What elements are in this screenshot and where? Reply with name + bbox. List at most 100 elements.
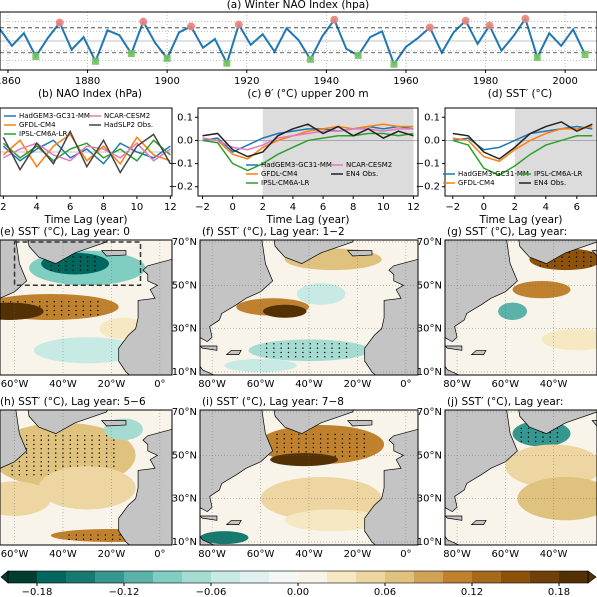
stipple xyxy=(79,265,82,267)
stipple xyxy=(11,469,13,472)
series-line xyxy=(452,125,593,163)
stipple xyxy=(324,356,326,358)
anomaly-field xyxy=(284,509,382,532)
stipple xyxy=(76,435,79,437)
high-marker xyxy=(139,17,148,26)
stipple xyxy=(341,446,344,449)
x-tick-label: 60°W xyxy=(247,549,275,560)
stipple xyxy=(319,433,322,436)
stipple xyxy=(319,442,322,444)
stipple xyxy=(341,451,344,453)
stipple xyxy=(294,347,297,349)
anomaly-field xyxy=(541,328,597,351)
stipple xyxy=(25,443,28,446)
stipple xyxy=(265,347,268,349)
colorbar-bin xyxy=(269,571,299,583)
stipple xyxy=(40,443,42,446)
y-tick-label: −0.2 xyxy=(416,182,440,193)
stipple xyxy=(62,435,64,437)
stipple xyxy=(40,456,42,459)
x-tick-label: 20°W xyxy=(98,379,126,390)
stipple xyxy=(556,436,559,438)
colorbar-bin xyxy=(95,571,125,583)
series-line xyxy=(202,123,414,160)
anomaly-field xyxy=(262,304,307,318)
stipple xyxy=(25,456,28,459)
axes-frame xyxy=(0,239,173,376)
stipple xyxy=(33,439,35,441)
stipple xyxy=(89,305,92,307)
stipple xyxy=(84,456,86,459)
stipple xyxy=(535,436,537,438)
stipple xyxy=(280,347,282,349)
stipple xyxy=(273,347,275,349)
x-tick-label: 12 xyxy=(164,202,177,213)
y-tick-label: −0.1 xyxy=(416,159,440,170)
stipple xyxy=(33,448,35,450)
stipple xyxy=(561,260,563,263)
panel-title: (b) NAO Index (hPa) xyxy=(38,88,142,100)
colorbar-extend xyxy=(0,570,9,584)
stipple xyxy=(331,343,333,345)
stipple xyxy=(84,452,86,454)
stipple xyxy=(84,461,86,463)
stipple xyxy=(327,438,329,440)
x-tick-label: 0° xyxy=(400,549,411,560)
stipple xyxy=(327,451,329,453)
colorbar-bin xyxy=(298,571,328,583)
stipple xyxy=(341,438,344,440)
stipple xyxy=(319,446,322,449)
x-tick-label: 60°W xyxy=(492,549,520,560)
x-tick-label: 60°W xyxy=(247,379,275,390)
stipple xyxy=(18,461,21,463)
land xyxy=(27,410,108,435)
stipple xyxy=(40,469,42,472)
stipple xyxy=(69,435,71,437)
stipple xyxy=(57,265,60,267)
stipple xyxy=(62,452,64,454)
stipple xyxy=(316,356,319,358)
stipple xyxy=(55,452,57,454)
stipple xyxy=(84,435,86,437)
stipple xyxy=(82,309,85,312)
stipple xyxy=(520,436,522,438)
x-tick-label: 60°W xyxy=(1,379,29,390)
stipple xyxy=(31,301,34,303)
stipple xyxy=(97,309,99,312)
stipple xyxy=(2,301,5,303)
stipple xyxy=(345,347,348,349)
stipple xyxy=(86,256,89,258)
low-marker xyxy=(92,57,100,65)
stipple xyxy=(298,433,300,436)
axes-frame xyxy=(444,409,597,546)
colorbar-tick-label: 0.06 xyxy=(374,587,396,597)
stipple xyxy=(298,442,300,444)
stipple xyxy=(55,448,57,450)
series-line xyxy=(202,128,414,151)
stipple xyxy=(40,439,42,441)
stipple xyxy=(527,436,530,438)
y-tick-label: 0.1 xyxy=(177,112,193,123)
stipple xyxy=(91,456,93,459)
stipple xyxy=(69,443,71,446)
low-marker xyxy=(127,50,135,58)
panel: (c) θ′ (°C) upper 200 m 0.1 0.0 −0.1 −0.2−2 0… xyxy=(169,88,420,226)
axes-frame xyxy=(197,107,419,197)
stipple xyxy=(40,474,42,476)
stipple xyxy=(283,446,285,449)
stipple xyxy=(47,465,50,467)
stipple xyxy=(113,461,115,463)
colorbar-tick-label: −0.12 xyxy=(109,587,140,597)
x-tick-label: 0 xyxy=(481,202,487,213)
x-tick-label: 10 xyxy=(377,202,390,213)
stipple xyxy=(82,301,85,303)
stipple xyxy=(86,260,89,263)
stipple xyxy=(290,438,293,440)
panel-title: (g) SST′ (°C), Lag year: xyxy=(447,226,567,238)
low-marker xyxy=(354,52,362,59)
land xyxy=(273,240,354,265)
legend-label: NCAR-CESM2 xyxy=(104,112,150,120)
y-tick-label: 30°N xyxy=(172,324,197,335)
stipple xyxy=(39,305,41,307)
high-marker xyxy=(485,21,494,30)
